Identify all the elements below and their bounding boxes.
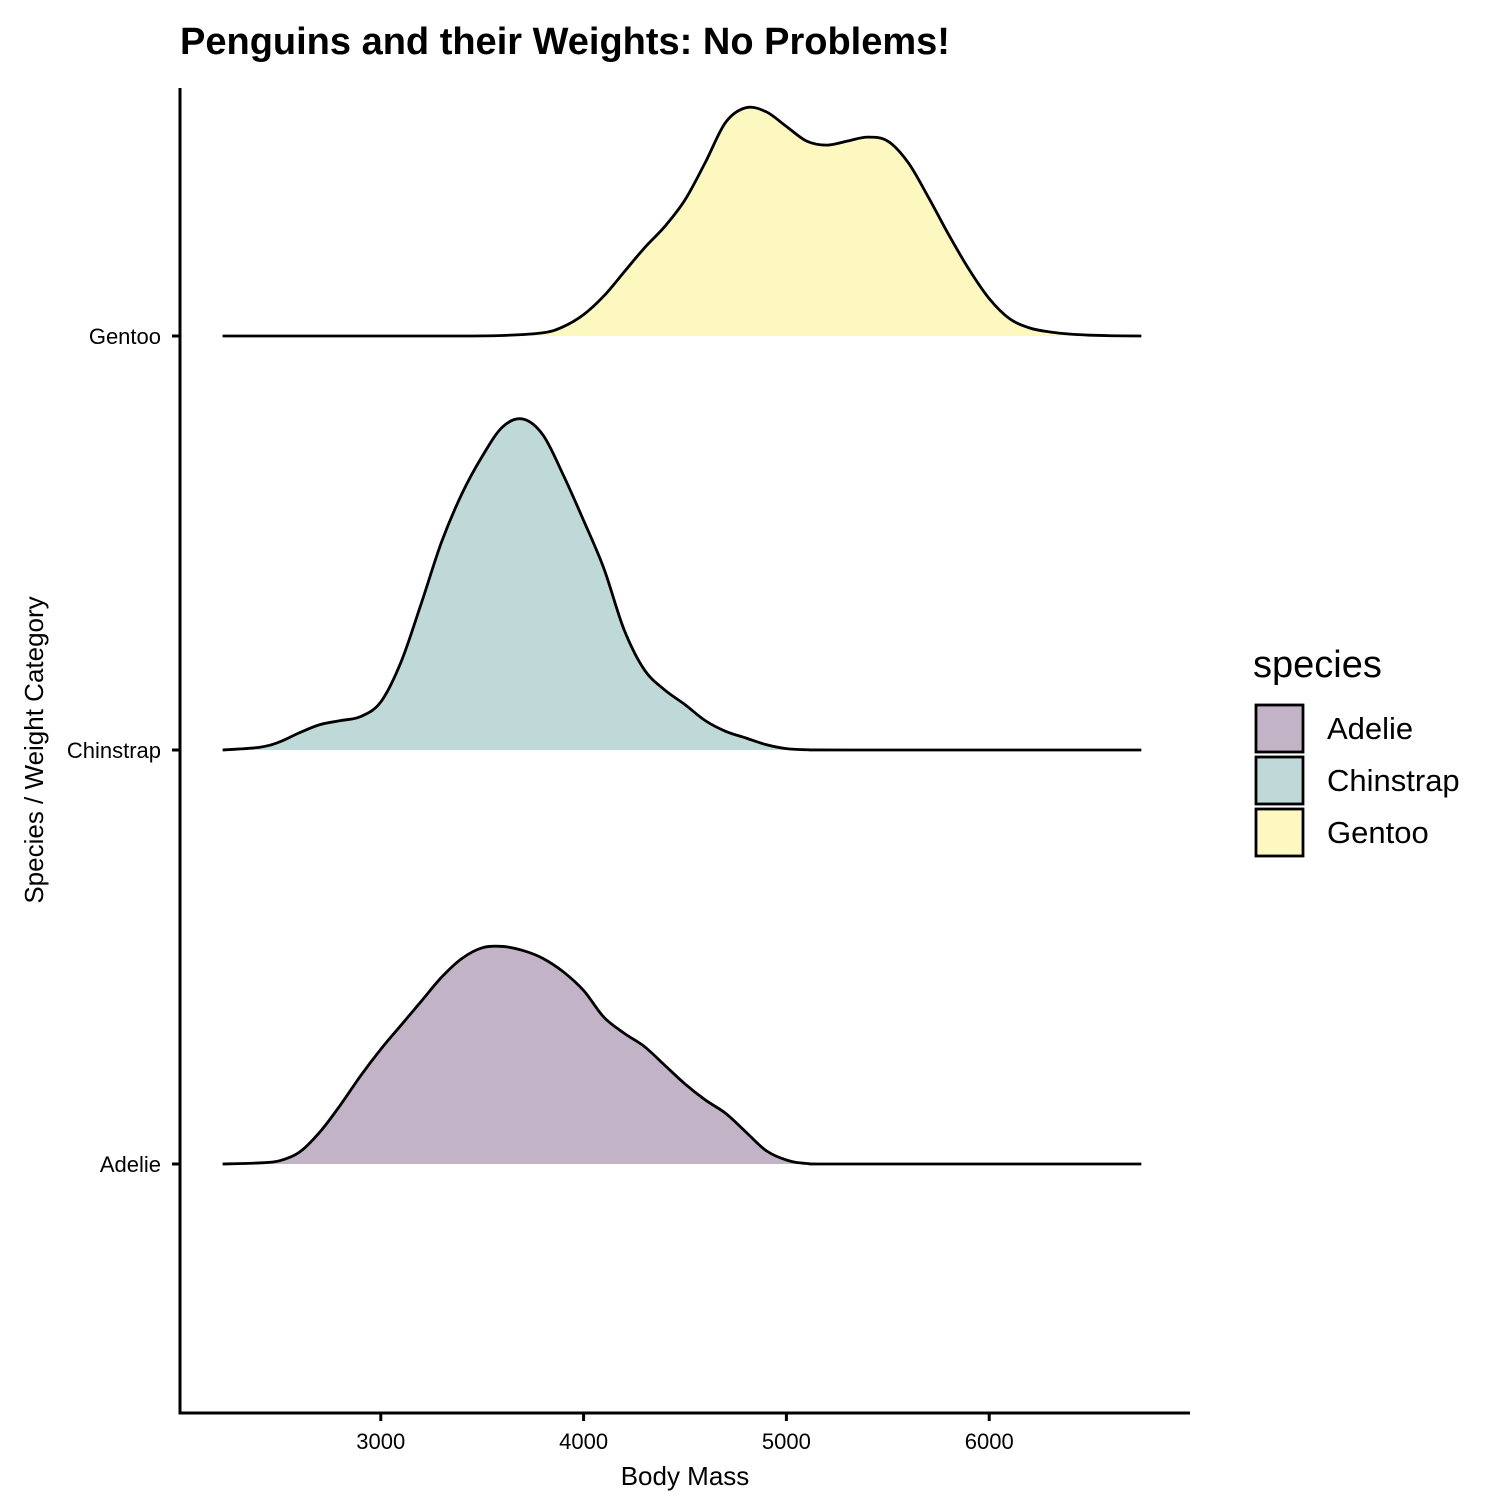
x-tick-label-5000: 5000 bbox=[762, 1429, 811, 1454]
legend-title: species bbox=[1253, 644, 1382, 686]
chart-title: Penguins and their Weights: No Problems! bbox=[180, 21, 950, 63]
x-tick-label-3000: 3000 bbox=[356, 1429, 405, 1454]
legend-label-adelie: Adelie bbox=[1327, 711, 1413, 746]
y-axis-title: Species / Weight Category bbox=[19, 596, 49, 903]
ridges bbox=[222, 105, 1142, 1166]
x-tick-label-4000: 4000 bbox=[559, 1429, 608, 1454]
x-tick-label-6000: 6000 bbox=[965, 1429, 1014, 1454]
y-tick-label-gentoo: Gentoo bbox=[89, 324, 161, 349]
legend-key-adelie bbox=[1254, 703, 1305, 754]
legend: species Adelie Chinstrap Gentoo bbox=[1253, 644, 1460, 858]
ridge-line-chinstrap bbox=[222, 417, 1142, 752]
ridge-fill-chinstrap bbox=[222, 418, 1142, 751]
ridge-fill-gentoo bbox=[222, 107, 1142, 337]
ridge-fill-adelie bbox=[222, 946, 1142, 1165]
y-tick-label-chinstrap: Chinstrap bbox=[67, 738, 161, 763]
legend-label-chinstrap: Chinstrap bbox=[1327, 763, 1460, 798]
legend-label-gentoo: Gentoo bbox=[1327, 815, 1429, 850]
x-axis-ticks: 3000 4000 5000 6000 bbox=[356, 1414, 1014, 1454]
legend-key-chinstrap bbox=[1254, 755, 1305, 806]
legend-key-gentoo bbox=[1254, 807, 1305, 858]
y-axis-ticks: Adelie Chinstrap Gentoo bbox=[67, 324, 180, 1177]
y-tick-label-adelie: Adelie bbox=[100, 1152, 161, 1177]
ridge-line-gentoo bbox=[222, 105, 1142, 338]
ridge-line-adelie bbox=[222, 944, 1142, 1166]
x-axis-title: Body Mass bbox=[621, 1461, 750, 1491]
